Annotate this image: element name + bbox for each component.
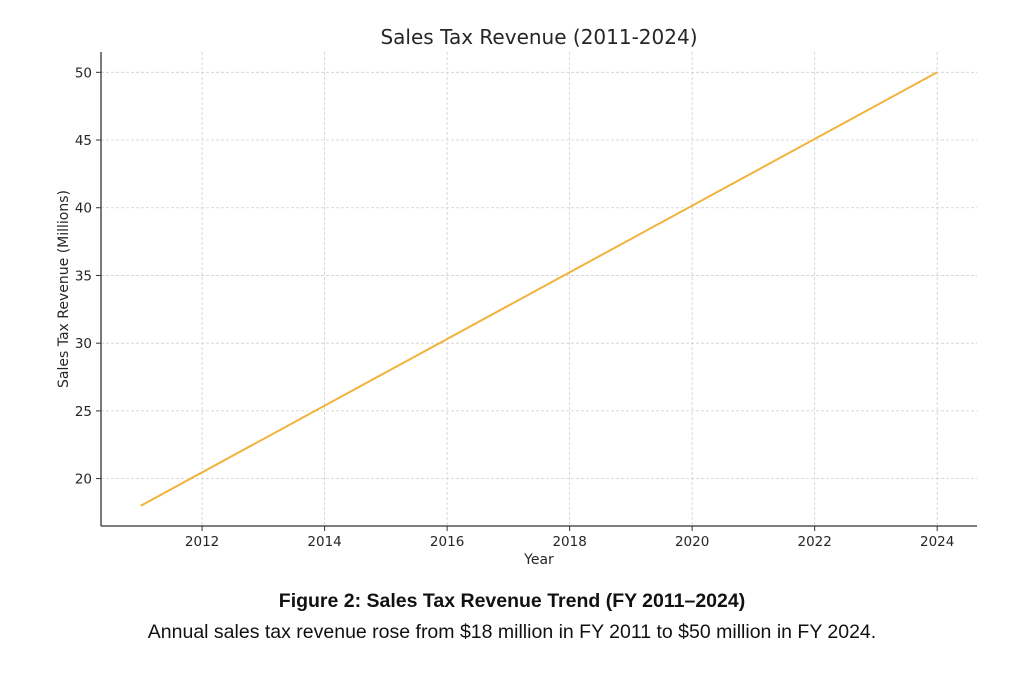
x-tick-label: 2012 bbox=[185, 534, 219, 550]
y-tick-label: 40 bbox=[75, 201, 92, 217]
x-tick-label: 2016 bbox=[430, 534, 464, 550]
series-line bbox=[140, 71, 938, 507]
line-chart: Sales Tax Revenue (2011-2024) 2012 2014 20… bbox=[56, 25, 977, 568]
ticks: 2012 2014 2016 2018 2020 2022 2024 20 25 30 35 40 45… bbox=[75, 65, 955, 550]
x-tick-label: 2018 bbox=[552, 534, 586, 550]
y-tick-label: 45 bbox=[75, 133, 92, 149]
chart-title: Sales Tax Revenue (2011-2024) bbox=[380, 25, 697, 49]
x-axis-label: Year bbox=[523, 552, 554, 568]
y-tick-label: 20 bbox=[75, 472, 92, 488]
x-tick-label: 2020 bbox=[675, 534, 709, 550]
y-tick-label: 50 bbox=[75, 65, 92, 81]
y-tick-label: 25 bbox=[75, 404, 92, 420]
grid bbox=[101, 52, 977, 526]
x-tick-label: 2024 bbox=[920, 534, 954, 550]
y-tick-label: 30 bbox=[75, 336, 92, 352]
y-tick-label: 35 bbox=[75, 268, 92, 284]
x-tick-label: 2014 bbox=[307, 534, 341, 550]
y-axis-label: Sales Tax Revenue (Millions) bbox=[56, 190, 72, 388]
x-tick-label: 2022 bbox=[797, 534, 831, 550]
figure-caption-text: Annual sales tax revenue rose from $18 m… bbox=[147, 621, 877, 643]
axes bbox=[100, 52, 977, 527]
figure-caption-title: Figure 2: Sales Tax Revenue Trend (FY 20… bbox=[278, 590, 746, 612]
series-layer bbox=[140, 71, 938, 507]
